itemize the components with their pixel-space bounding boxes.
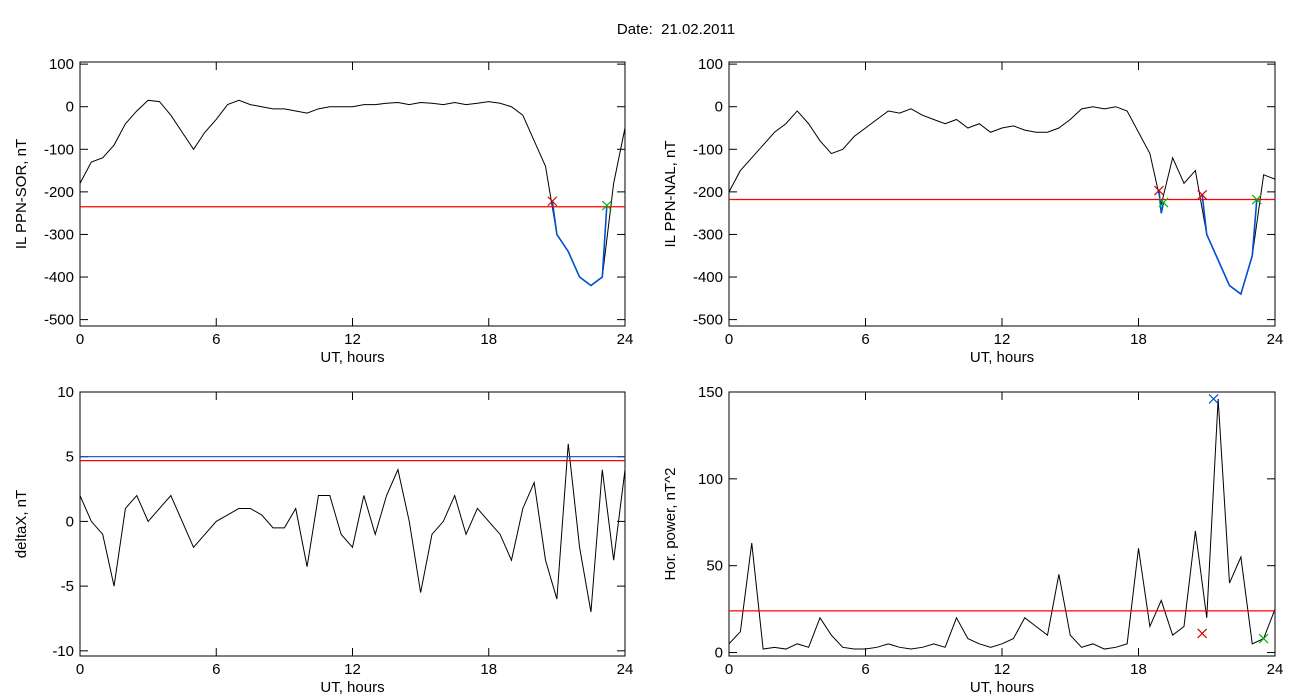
x-tick-label: 24: [617, 661, 634, 678]
y-tick-label: -200: [44, 184, 74, 201]
x-tick-label: 6: [861, 331, 869, 348]
plot-frame: [728, 391, 1276, 657]
y-tick-label: -300: [44, 226, 74, 243]
x-tick-label: 12: [994, 331, 1011, 348]
event-marker: [1158, 197, 1169, 208]
y-tick-label: 100: [698, 471, 723, 488]
data-line: [79, 99, 626, 287]
data-line: [1158, 190, 1258, 296]
event-marker: [1208, 394, 1219, 404]
x-axis-label: UT, hours: [970, 349, 1034, 366]
x-tick-label: 18: [1130, 661, 1147, 678]
event-marker: [1154, 185, 1164, 196]
y-tick-label: 100: [49, 56, 74, 73]
x-tick-label: 12: [344, 661, 361, 678]
event-marker: [601, 200, 612, 211]
x-tick-label: 18: [480, 331, 497, 348]
x-tick-label: 12: [344, 331, 361, 348]
y-tick-label: 0: [66, 513, 74, 530]
x-tick-label: 0: [725, 331, 733, 348]
x-tick-label: 12: [994, 661, 1011, 678]
x-tick-label: 18: [480, 661, 497, 678]
y-axis-label: IL PPN-NAL, nT: [662, 141, 679, 248]
event-marker: [547, 196, 558, 207]
y-tick-label: 10: [57, 384, 74, 401]
y-tick-label: -100: [693, 141, 723, 158]
x-axis-label: UT, hours: [320, 679, 384, 696]
figure-title: Date: 21.02.2011: [617, 21, 735, 38]
x-tick-label: 18: [1130, 331, 1147, 348]
y-tick-label: -500: [44, 312, 74, 329]
x-tick-label: 6: [212, 331, 220, 348]
x-tick-label: 6: [861, 661, 869, 678]
data-line: [551, 201, 608, 287]
y-axis-label: IL PPN-SOR, nT: [13, 139, 30, 249]
plot-frame: [79, 391, 626, 657]
y-tick-label: 0: [715, 645, 723, 662]
y-tick-label: -10: [52, 643, 74, 660]
event-marker: [1258, 633, 1269, 644]
y-tick-label: -200: [693, 184, 723, 201]
y-tick-label: -400: [693, 269, 723, 286]
x-tick-label: 6: [212, 661, 220, 678]
y-tick-label: -100: [44, 141, 74, 158]
y-tick-label: 0: [715, 99, 723, 116]
y-tick-label: -300: [693, 226, 723, 243]
x-tick-label: 24: [1267, 661, 1284, 678]
x-tick-label: 0: [725, 661, 733, 678]
y-tick-label: -400: [44, 269, 74, 286]
plot-frame: [728, 61, 1276, 327]
y-tick-label: 5: [66, 449, 74, 466]
x-tick-label: 0: [76, 331, 84, 348]
y-tick-label: 100: [698, 56, 723, 73]
event-marker: [1251, 194, 1262, 205]
event-marker: [1197, 628, 1208, 639]
y-tick-label: -500: [693, 312, 723, 329]
data-line: [728, 106, 1276, 295]
x-axis-label: UT, hours: [320, 349, 384, 366]
y-tick-label: 50: [706, 558, 723, 575]
data-line: [79, 443, 626, 613]
y-axis-label: deltaX, nT: [13, 490, 30, 558]
x-axis-label: UT, hours: [970, 679, 1034, 696]
plot-frame: [79, 61, 626, 327]
y-axis-label: Hor. power, nT^2: [662, 468, 679, 581]
y-tick-label: 0: [66, 99, 74, 116]
x-tick-label: 24: [617, 331, 634, 348]
y-tick-label: 150: [698, 384, 723, 401]
x-tick-label: 24: [1267, 331, 1284, 348]
event-marker: [1197, 189, 1208, 200]
x-tick-label: 0: [76, 661, 84, 678]
y-tick-label: -5: [61, 578, 74, 595]
data-line: [728, 398, 1276, 650]
